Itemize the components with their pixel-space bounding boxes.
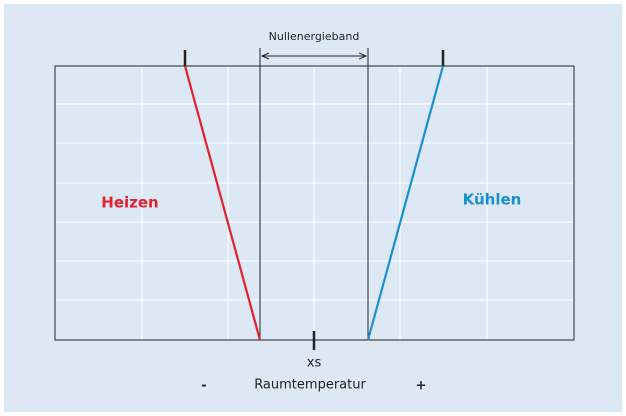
heating-label: Heizen <box>101 194 158 212</box>
minus-label: - <box>201 379 206 394</box>
grid <box>55 66 574 340</box>
cooling-line <box>366 65 445 341</box>
background <box>4 4 622 412</box>
axis-label: Raumtemperatur <box>254 378 366 393</box>
plus-label: + <box>416 379 427 394</box>
setpoint-label: xs <box>307 356 322 371</box>
heating-line <box>183 65 262 341</box>
cooling-label: Kühlen <box>463 191 522 209</box>
band-label: Nullenergieband <box>269 30 360 43</box>
